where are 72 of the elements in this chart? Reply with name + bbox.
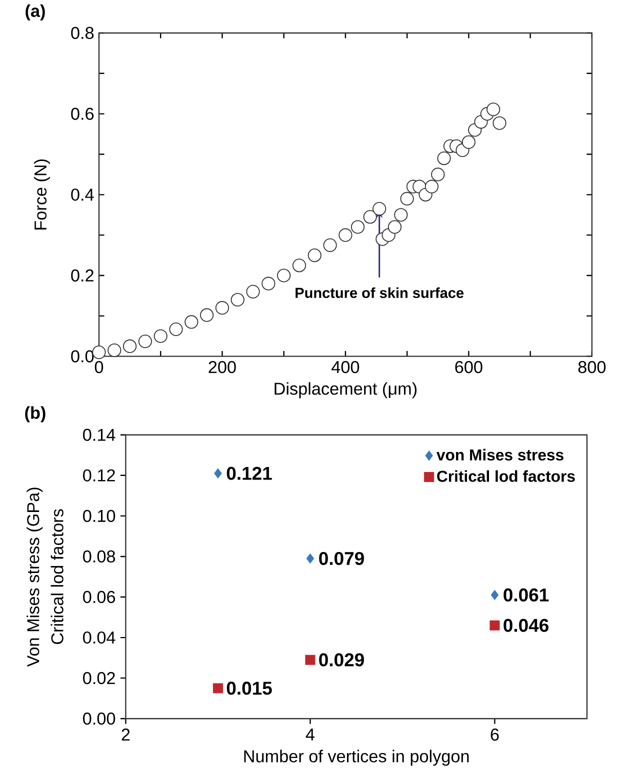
point: [213, 683, 224, 694]
point: [338, 228, 352, 242]
y-tick-label: 0.02: [83, 672, 116, 684]
point: [490, 620, 500, 630]
point: [437, 151, 452, 166]
point: [262, 276, 276, 290]
point: [123, 339, 137, 354]
point: [308, 248, 322, 262]
point: [431, 168, 445, 182]
x-tick-label: 800: [578, 360, 606, 374]
y-tick-label: 0.00: [83, 712, 116, 725]
point: [169, 322, 183, 336]
x-tick-label: 2: [122, 728, 130, 741]
y-tick-label: 0.10: [83, 510, 116, 522]
y-tick-label: 0.12: [83, 469, 116, 482]
y-tick-label: 0.6: [71, 108, 94, 120]
point: [372, 202, 386, 216]
point: [388, 220, 402, 234]
point: [492, 116, 506, 130]
point: [400, 192, 414, 206]
x-tick-label: 4: [306, 728, 315, 740]
data-label: 0.061: [504, 588, 549, 602]
x-tick-label: 6: [491, 728, 499, 741]
data-label: 0.121: [227, 466, 272, 480]
point: [231, 292, 245, 307]
point: [323, 238, 338, 252]
point: [306, 553, 314, 564]
y-tick-label: 0.8: [71, 26, 94, 40]
chart-title: (b): [25, 406, 46, 422]
point: [486, 102, 500, 116]
x-axis-title: Number of vertices in polygon: [244, 750, 469, 766]
data-label: 0.079: [319, 552, 364, 566]
data-label: 0.015: [227, 682, 272, 695]
data-label: 0.029: [319, 653, 364, 666]
x-tick-label: 400: [332, 360, 360, 374]
y-tick-label: 0.08: [83, 550, 116, 563]
point: [277, 268, 291, 282]
point: [108, 343, 122, 358]
point: [216, 301, 230, 315]
y-tick-label: 0.14: [83, 428, 116, 441]
point: [184, 315, 198, 329]
point: [462, 135, 476, 149]
point: [154, 329, 168, 343]
point: [425, 180, 439, 194]
legend-label: Critical lod factors: [437, 470, 576, 482]
annotation: Puncture of skin surface: [296, 287, 464, 298]
y-axis-title: Force (N): [34, 160, 50, 230]
point: [246, 284, 260, 298]
y-tick-label: 0.04: [83, 631, 116, 644]
text: Critical lod factors: [50, 509, 64, 644]
point: [305, 654, 316, 665]
point: [363, 210, 378, 224]
y-tick-label: 0.0: [71, 350, 94, 362]
data-label: 0.046: [504, 618, 549, 632]
point: [200, 308, 214, 322]
y-tick-label: 0.06: [83, 590, 116, 604]
y-axis-title: Von Mises stress (GPa): [26, 488, 43, 667]
legend-label: von Mises stress: [436, 448, 564, 461]
point: [292, 258, 306, 272]
y-tick-label: 0.2: [71, 269, 94, 282]
point: [92, 345, 106, 360]
point: [351, 220, 365, 234]
point: [138, 334, 152, 348]
chart-title: (a): [26, 4, 46, 20]
x-axis-title: Displacement (μm): [274, 382, 417, 398]
x-tick-label: 600: [455, 360, 483, 374]
y-tick-label: 0.4: [71, 188, 94, 201]
x-tick-label: 200: [208, 360, 236, 374]
point: [491, 590, 499, 600]
x-tick-label: 0: [95, 360, 104, 374]
point: [394, 208, 408, 222]
point: [214, 468, 222, 478]
